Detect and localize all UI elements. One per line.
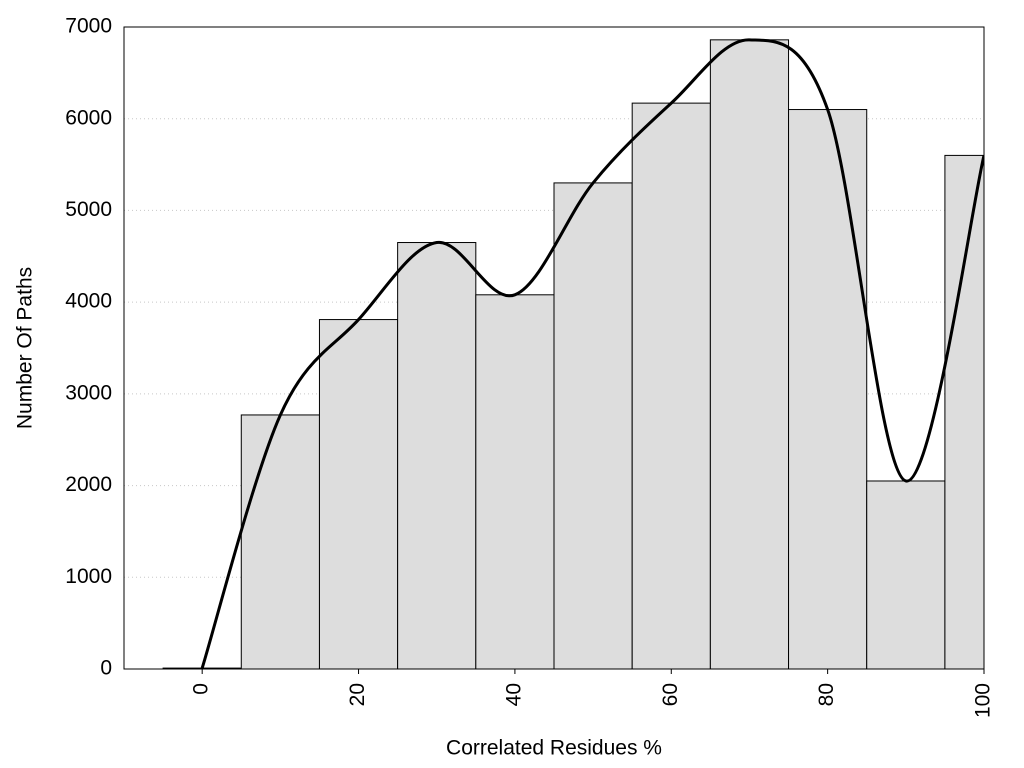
bar xyxy=(709,39,790,669)
x-tick-label: 80 xyxy=(815,683,838,706)
bar xyxy=(553,182,633,669)
bar xyxy=(631,102,711,669)
bar xyxy=(866,480,946,669)
bar xyxy=(240,414,320,669)
y-tick-label: 7000 xyxy=(65,15,112,38)
y-tick-label: 1000 xyxy=(65,565,112,588)
y-tick-label: 0 xyxy=(100,657,112,680)
y-tick-label: 3000 xyxy=(65,381,112,404)
y-tick-label: 2000 xyxy=(65,473,112,496)
x-tick-label: 20 xyxy=(346,683,369,706)
bar xyxy=(788,109,868,669)
plot-frame xyxy=(123,26,985,670)
x-axis-label: Correlated Residues % xyxy=(446,737,662,760)
smooth-line xyxy=(200,38,984,669)
y-tick-label: 6000 xyxy=(65,106,112,129)
bar xyxy=(475,294,555,669)
x-tick-label: 60 xyxy=(659,683,682,706)
bar xyxy=(397,242,477,669)
y-axis-label: Number Of Paths xyxy=(14,267,37,429)
x-tick-label: 0 xyxy=(190,683,213,695)
y-tick-label: 4000 xyxy=(65,290,112,313)
x-tick-label: 100 xyxy=(972,683,995,718)
bar xyxy=(318,319,399,669)
y-tick-label: 5000 xyxy=(65,198,112,221)
plot xyxy=(162,38,984,669)
bar xyxy=(944,154,984,669)
x-tick-label: 40 xyxy=(502,683,525,706)
